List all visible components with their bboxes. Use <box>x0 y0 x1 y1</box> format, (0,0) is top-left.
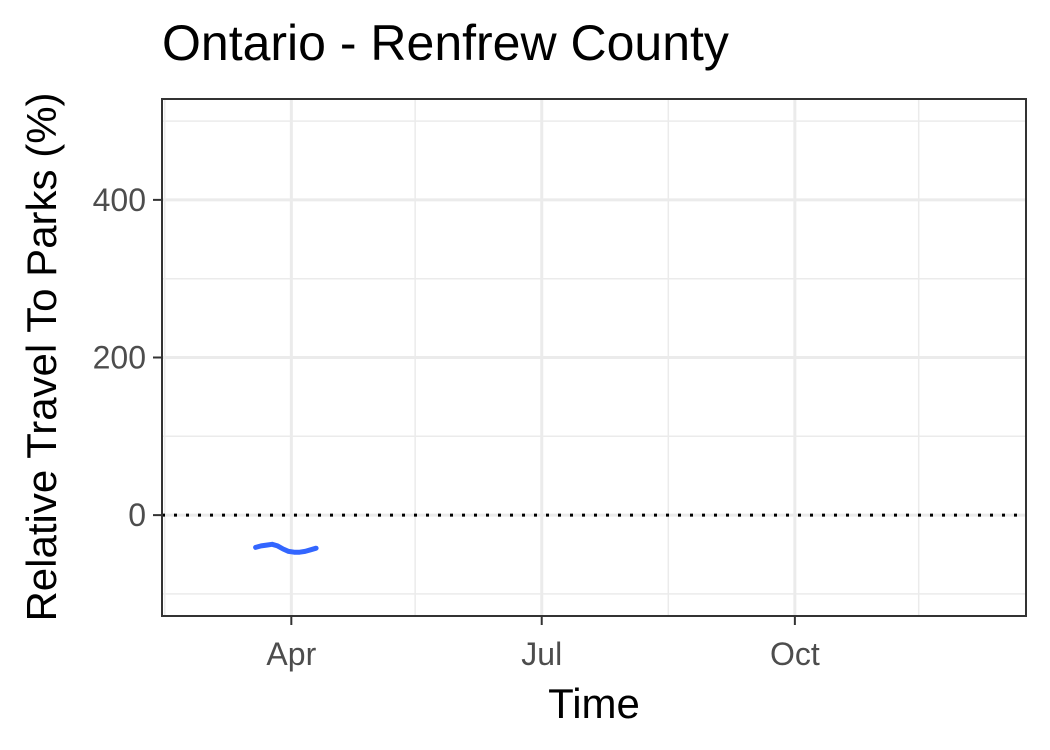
series-line <box>253 541 319 555</box>
y-tick-label: 0 <box>128 497 146 533</box>
y-axis-title: Relative Travel To Parks (%) <box>18 92 65 621</box>
chart-title: Ontario - Renfrew County <box>162 15 729 71</box>
x-tick-label: Jul <box>521 636 562 672</box>
y-axis: 0 200 400 <box>93 182 162 533</box>
y-tick-label: 200 <box>93 340 146 376</box>
x-tick-label: Apr <box>266 636 316 672</box>
y-tick-label: 400 <box>93 182 146 218</box>
x-axis-title: Time <box>548 680 640 727</box>
x-tick-label: Oct <box>770 636 820 672</box>
series-layer <box>253 541 319 555</box>
x-axis: Apr Jul Oct <box>266 616 820 672</box>
